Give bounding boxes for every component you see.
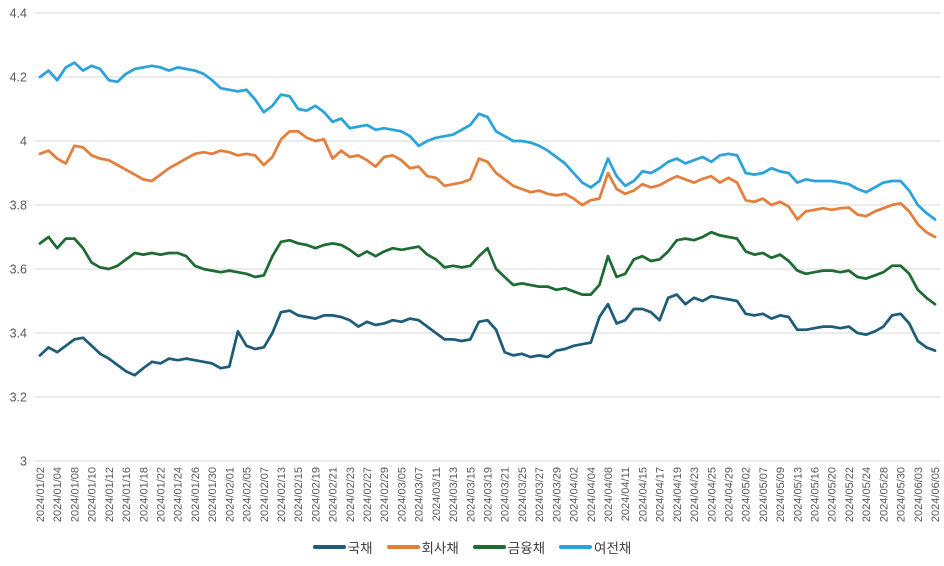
x-axis-tick-label: 2024/02/21 (328, 467, 340, 522)
x-axis-tick-label: 2024/04/19 (672, 467, 684, 522)
x-axis-tick-label: 2024/05/13 (792, 467, 804, 522)
x-axis-tick-label: 2024/01/26 (190, 467, 202, 522)
x-axis-labels: 2024/01/02 2024/01/04 2024/01/08 2024/01/10… (35, 467, 942, 522)
x-axis-tick-label: 2024/01/30 (207, 467, 219, 522)
y-axis-tick-label: 3.6 (10, 263, 27, 277)
legend-item-govt-bond[interactable]: 국채 (312, 537, 373, 557)
y-axis-tick-label: 3 (20, 455, 27, 469)
x-axis-tick-label: 2024/03/15 (465, 467, 477, 522)
x-axis-tick-label: 2024/03/07 (414, 467, 426, 522)
legend-label-specialty-finance-bond: 여전채 (594, 541, 632, 556)
legend-item-specialty-finance-bond[interactable]: 여전채 (559, 537, 631, 557)
x-axis-tick-label: 2024/02/07 (259, 467, 271, 522)
x-axis-tick-label: 2024/02/01 (224, 467, 236, 522)
x-axis-tick-label: 2024/03/11 (431, 467, 443, 521)
series-lines (38, 61, 937, 377)
legend-label-financial-bond: 금융채 (507, 541, 546, 556)
x-axis-tick-label: 2024/02/29 (379, 467, 391, 522)
x-axis-tick-label: 2024/04/11 (620, 467, 632, 521)
x-axis-tick-label: 2024/06/05 (930, 467, 942, 522)
series-line-financial-bond (38, 230, 937, 306)
x-axis-tick-label: 2024/05/28 (878, 467, 890, 522)
x-axis-tick-label: 2024/03/19 (483, 467, 495, 522)
x-axis-tick-label: 2024/02/19 (310, 467, 322, 522)
x-axis-tick-label: 2024/05/02 (741, 467, 753, 522)
x-axis-tick-label: 2024/05/09 (775, 467, 787, 522)
x-axis-tick-label: 2024/01/16 (121, 467, 133, 522)
x-axis-tick-label: 2024/03/25 (517, 467, 529, 522)
y-axis-tick-label: 3.2 (10, 391, 27, 405)
x-axis-tick-label: 2024/04/17 (655, 467, 667, 522)
x-axis-tick-label: 2024/04/25 (706, 467, 718, 522)
series-line-specialty-finance-bond (38, 61, 937, 221)
x-axis-tick-label: 2024/03/21 (500, 467, 512, 522)
x-axis-tick-label: 2024/01/04 (52, 467, 64, 522)
x-axis-tick-label: 2024/05/24 (861, 467, 873, 522)
legend: 국채 회사채 금융채 여전채 (0, 537, 944, 557)
x-axis-tick-label: 2024/02/27 (362, 467, 374, 522)
x-axis-tick-label: 2024/01/24 (173, 467, 185, 522)
x-axis-tick-label: 2024/05/20 (827, 467, 839, 522)
y-axis-tick-label: 3.8 (10, 199, 27, 213)
x-axis-tick-label: 2024/05/07 (758, 467, 770, 522)
x-axis-tick-label: 2024/04/15 (637, 467, 649, 522)
x-axis-tick-label: 2024/04/08 (603, 467, 615, 522)
x-axis-tick-label: 2024/06/03 (913, 467, 925, 522)
x-axis-tick-label: 2024/02/13 (276, 467, 288, 522)
x-axis-tick-label: 2024/02/15 (293, 467, 305, 522)
x-axis-tick-label: 2024/03/27 (534, 467, 546, 522)
y-axis-tick-label: 4.4 (10, 7, 27, 21)
x-axis-tick-label: 2024/05/22 (844, 467, 856, 522)
series-line-govt-bond (38, 293, 937, 377)
legend-swatch-govt-bond (312, 545, 346, 549)
legend-label-corp-bond: 회사채 (421, 541, 459, 556)
x-axis-tick-label: 2024/05/30 (896, 467, 908, 522)
x-axis-tick-label: 2024/01/02 (35, 467, 47, 522)
x-axis-tick-label: 2024/03/29 (551, 467, 563, 522)
y-axis-tick-label: 4 (20, 135, 27, 149)
x-axis-tick-label: 2024/03/05 (396, 467, 408, 522)
x-axis-tick-label: 2024/04/23 (689, 467, 701, 522)
x-axis-tick-label: 2024/05/16 (810, 467, 822, 522)
y-axis-tick-label: 4.2 (10, 71, 27, 85)
y-axis-labels: 4.4 4.2 4 3.8 3.6 3.4 3.2 3 (10, 7, 27, 469)
gridlines (35, 12, 940, 462)
y-axis-tick-label: 3.4 (10, 327, 27, 341)
legend-label-govt-bond: 국채 (347, 541, 373, 556)
legend-swatch-specialty-finance-bond (559, 545, 593, 549)
series-line-corp-bond (38, 130, 937, 239)
x-axis-tick-label: 2024/04/02 (569, 467, 581, 522)
x-axis-tick-label: 2024/01/22 (156, 467, 168, 522)
x-axis-tick-label: 2024/01/18 (138, 467, 150, 522)
x-axis-tick-label: 2024/02/05 (242, 467, 254, 522)
x-axis-tick-label: 2024/01/10 (87, 467, 99, 522)
legend-swatch-corp-bond (386, 545, 420, 549)
x-axis-tick-label: 2024/04/04 (586, 467, 598, 522)
x-axis-tick-label: 2024/03/13 (448, 467, 460, 522)
x-axis-tick-label: 2024/01/12 (104, 467, 116, 522)
legend-item-financial-bond[interactable]: 금융채 (472, 537, 546, 557)
legend-item-corp-bond[interactable]: 회사채 (386, 537, 459, 557)
legend-swatch-financial-bond (472, 545, 506, 549)
x-axis-tick-label: 2024/01/08 (69, 467, 81, 522)
x-axis-tick-label: 2024/04/29 (724, 467, 736, 522)
x-axis-tick-label: 2024/02/23 (345, 467, 357, 522)
